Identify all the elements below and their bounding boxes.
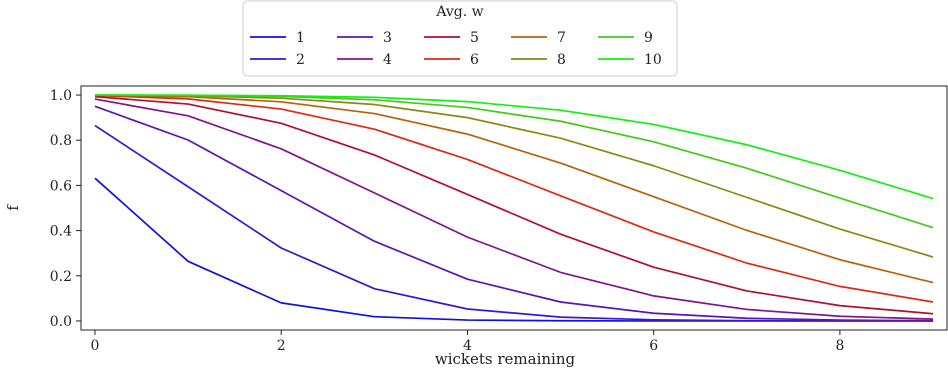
legend-label-6: 6 <box>470 52 479 68</box>
legend-label-7: 7 <box>557 30 566 46</box>
y-tick-label-0.2: 0.2 <box>50 269 72 285</box>
y-axis-label: f <box>4 204 22 211</box>
legend-label-8: 8 <box>557 52 566 68</box>
series-line-4 <box>94 98 934 321</box>
legend: Avg. w 1 2 3 4 5 6 7 8 9 10 <box>242 0 678 77</box>
y-tick-label-0.8: 0.8 <box>50 133 72 149</box>
series-line-5 <box>94 95 934 315</box>
x-tick-label-6: 6 <box>649 338 658 354</box>
series-lines <box>94 94 934 322</box>
x-tick-label-8: 8 <box>835 338 844 354</box>
y-tick-label-0.6: 0.6 <box>50 178 72 194</box>
y-axis-ticks: 0.0 0.2 0.4 0.6 0.8 1.0 <box>50 88 81 330</box>
legend-label-2: 2 <box>296 52 305 68</box>
series-line-2 <box>94 124 934 322</box>
x-axis-label: wickets remaining <box>435 350 576 368</box>
x-axis-ticks: 0 2 4 6 8 <box>91 330 844 354</box>
y-tick-label-1.0: 1.0 <box>50 88 72 104</box>
y-tick-label-0.4: 0.4 <box>50 224 72 240</box>
legend-label-1: 1 <box>296 30 305 46</box>
x-tick-label-2: 2 <box>277 338 286 354</box>
series-line-7 <box>94 94 934 284</box>
series-line-10 <box>94 94 934 200</box>
series-line-6 <box>94 94 934 303</box>
x-tick-label-4: 4 <box>463 338 472 354</box>
legend-label-4: 4 <box>383 52 392 68</box>
legend-label-9: 9 <box>644 30 653 46</box>
x-tick-label-0: 0 <box>91 338 100 354</box>
y-tick-label-0.0: 0.0 <box>50 314 72 330</box>
legend-title: Avg. w <box>435 4 483 20</box>
legend-label-10: 10 <box>644 52 662 68</box>
axes-frame <box>80 85 948 331</box>
legend-label-5: 5 <box>470 30 479 46</box>
plot-area: 0 2 4 6 8 0.0 0.2 0.4 0.6 0.8 1.0 <box>50 85 948 354</box>
legend-box <box>242 0 678 77</box>
series-line-3 <box>94 105 934 322</box>
legend-label-3: 3 <box>383 30 392 46</box>
series-line-8 <box>94 94 934 258</box>
